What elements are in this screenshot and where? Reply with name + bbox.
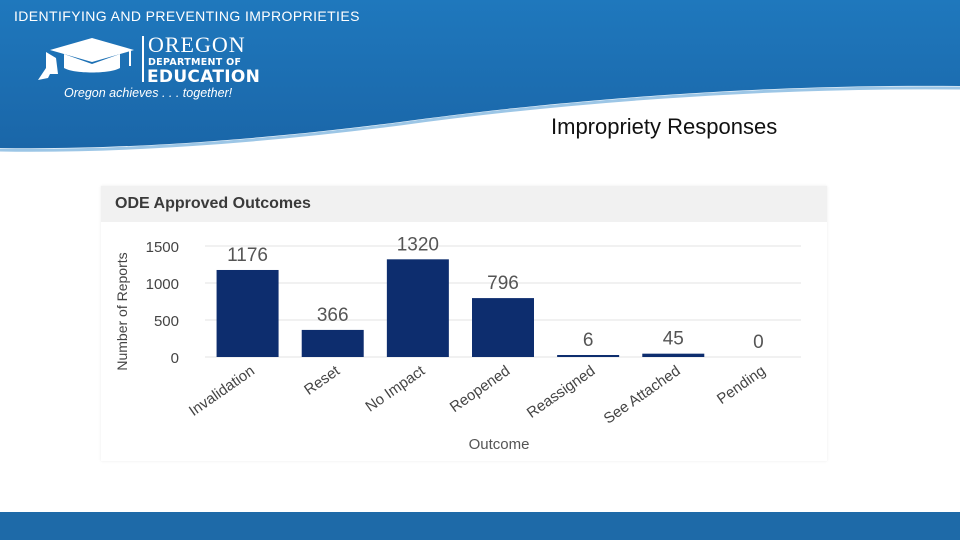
footer-bar — [0, 512, 960, 540]
x-tick-label: Reassigned — [524, 362, 599, 421]
chart-title: ODE Approved Outcomes — [115, 195, 311, 212]
logo-tagline: Oregon achieves . . . together! — [64, 86, 233, 100]
header-background — [0, 0, 960, 152]
ode-logo: OREGON DEPARTMENT OF EDUCATION Oregon ac… — [34, 32, 284, 104]
bar — [642, 353, 705, 357]
bar-value-label: 796 — [487, 273, 519, 294]
x-tick-label: See Attached — [601, 362, 684, 427]
slide-subtitle: Impropriety Responses — [551, 114, 778, 139]
bar — [216, 269, 279, 357]
bar-value-label: 366 — [317, 305, 349, 326]
x-tick-label: Pending — [714, 362, 769, 408]
x-tick-label: Reset — [301, 362, 344, 399]
y-tick-label: 1500 — [146, 239, 179, 256]
chart-card: ODE Approved Outcomes 0 500 1000 1500 1176 In… — [101, 186, 827, 461]
y-axis-title: Number of Reports — [114, 252, 130, 370]
bar — [386, 259, 449, 357]
y-tick-label: 1000 — [146, 276, 179, 293]
logo-department: DEPARTMENT OF — [148, 57, 242, 68]
bar-value-label: 45 — [663, 329, 684, 350]
x-tick-label: Invalidation — [186, 362, 258, 419]
x-tick-label: No Impact — [362, 362, 428, 416]
bar-value-label: 1176 — [227, 245, 268, 266]
logo-divider — [142, 36, 144, 82]
logo-education: EDUCATION — [147, 67, 261, 87]
bar — [557, 355, 620, 357]
bar-value-label: 1320 — [397, 234, 439, 255]
graduation-cap-state-icon — [38, 38, 134, 80]
logo-oregon: OREGON — [148, 32, 246, 57]
bar — [301, 329, 364, 357]
bar-value-label: 0 — [753, 332, 764, 353]
x-tick-label: Reopened — [447, 362, 513, 416]
bar-value-label: 6 — [583, 330, 594, 351]
chart-card-header: ODE Approved Outcomes — [101, 186, 827, 222]
bar-chart: 0 500 1000 1500 1176 Invalidation 366 Reset 1320… — [114, 234, 801, 453]
y-tick-label: 0 — [171, 350, 179, 367]
slide-title: IDENTIFYING AND PREVENTING IMPROPRIETIES — [14, 8, 360, 24]
x-axis-title: Outcome — [469, 436, 530, 453]
y-tick-label: 500 — [154, 313, 179, 330]
bar — [472, 298, 534, 357]
